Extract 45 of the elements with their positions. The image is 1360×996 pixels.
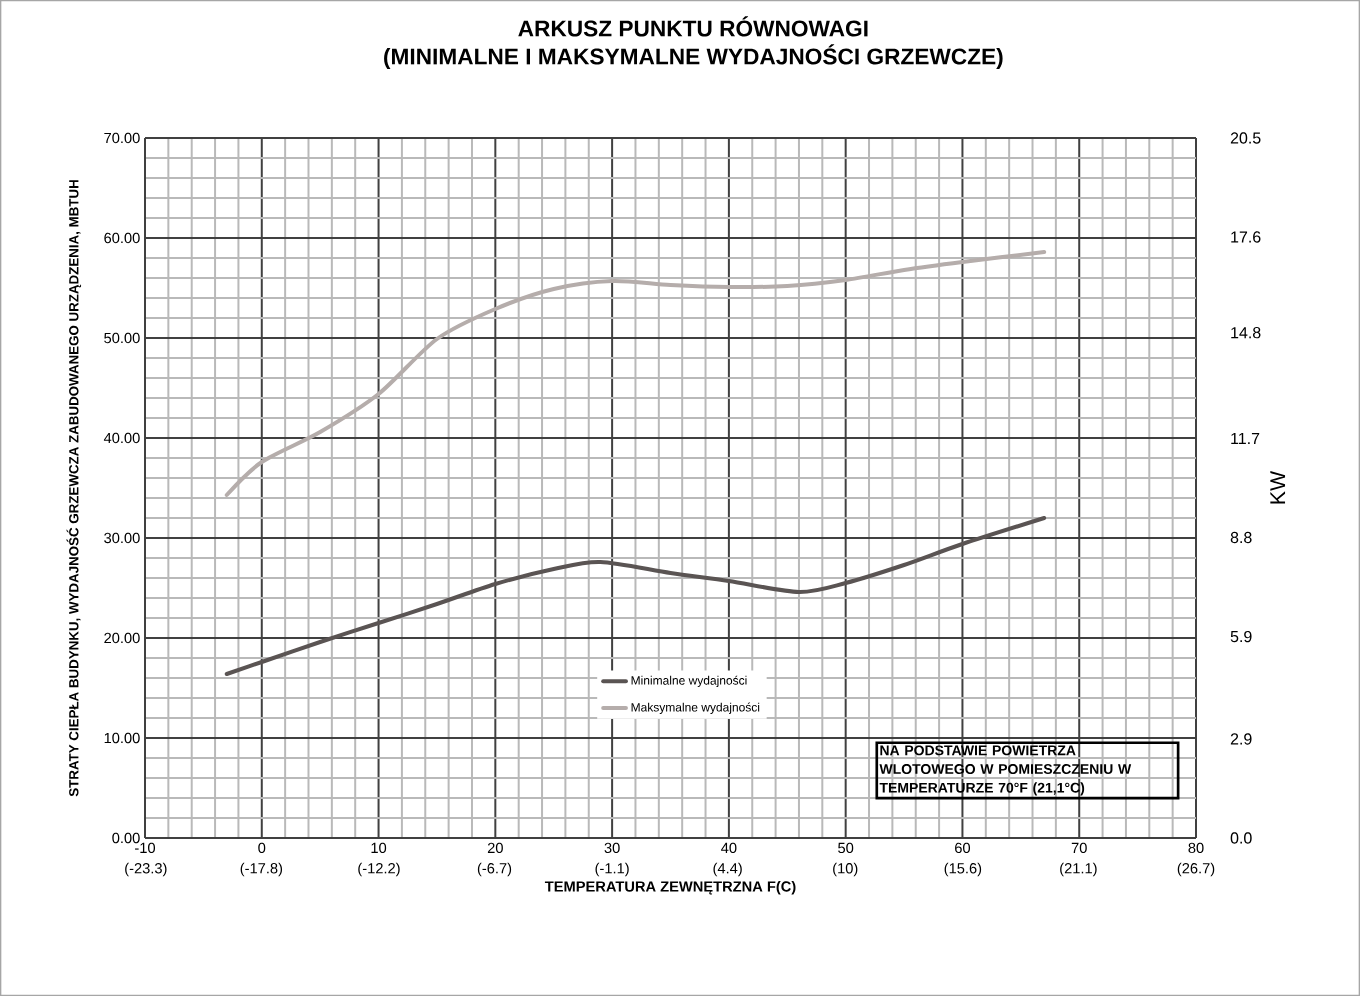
x-tick-label: 0: [258, 842, 266, 854]
chart-title: ARKUSZ PUNKTU RÓWNOWAGI: [518, 16, 868, 37]
y2-tick-label: 20.5: [1230, 132, 1261, 144]
x-tick-label: 10: [371, 842, 387, 854]
x2-tick-label: (4.4): [713, 862, 742, 877]
chart-subtitle: (MINIMALNE I MAKSYMALNE WYDAJNOŚCI GRZEWCZE): [384, 44, 1003, 70]
legend-label: Minimalne wydajności: [631, 675, 747, 688]
y-tick-label: 50.00: [104, 332, 140, 344]
y2-tick-label: 14.8: [1231, 326, 1261, 339]
legend-label: Maksymalne wydajności: [631, 702, 760, 714]
y-tick-label: 0.00: [112, 832, 140, 844]
x-tick-label: -10: [135, 842, 156, 854]
y2-tick-label: 8.8: [1230, 531, 1252, 544]
line-series: [224, 516, 1047, 676]
x-axis-title: TEMPERATURA ZEWNĘTRZNA F(C): [544, 880, 796, 895]
y-tick-label: 70.00: [104, 132, 140, 144]
x2-tick-label: (15.6): [944, 862, 982, 877]
y-tick-label: 40.00: [103, 432, 140, 444]
y2-tick-label: 17.6: [1231, 231, 1261, 243]
y-tick-label: 10.00: [104, 732, 140, 744]
x2-tick-label: (-17.8): [240, 862, 283, 877]
x2-tick-label: (-12.2): [358, 862, 400, 877]
y2-tick-label: 5.9: [1230, 630, 1252, 643]
x-tick-label: 60: [955, 842, 971, 854]
x-tick-label: 40: [721, 842, 737, 854]
x2-tick-label: (-1.1): [595, 862, 629, 877]
line-series: [224, 249, 1047, 497]
x2-tick-label: (-6.7): [477, 862, 512, 877]
x-tick-label: 50: [838, 842, 854, 854]
y2-tick-label: 0.0: [1230, 832, 1252, 844]
y2-tick-label: 11.7: [1231, 432, 1260, 444]
x-tick-label: 80: [1188, 842, 1204, 854]
y-tick-label: 60.00: [104, 232, 140, 244]
x2-tick-label: (10): [833, 862, 858, 877]
x-tick-label: 30: [604, 842, 620, 854]
x2-tick-label: (-23.3): [125, 862, 167, 877]
x-tick-label: 20: [487, 842, 503, 854]
y2-axis-title: KW: [1270, 470, 1286, 504]
x2-tick-label: (21.1): [1060, 862, 1097, 877]
y-tick-label: 30.00: [104, 532, 140, 544]
x-tick-label: 70: [1071, 842, 1087, 854]
y2-tick-label: 2.9: [1230, 733, 1252, 745]
y-axis-title: STRATY CIEPŁA BUDYNKU, WYDAJNOŚĆ GRZEWCZA ZABUDOWANEGO URZĄDZENIA, MBTUH: [66, 180, 82, 797]
x2-tick-label: (26.7): [1177, 862, 1215, 877]
y-tick-label: 20.00: [104, 632, 140, 644]
